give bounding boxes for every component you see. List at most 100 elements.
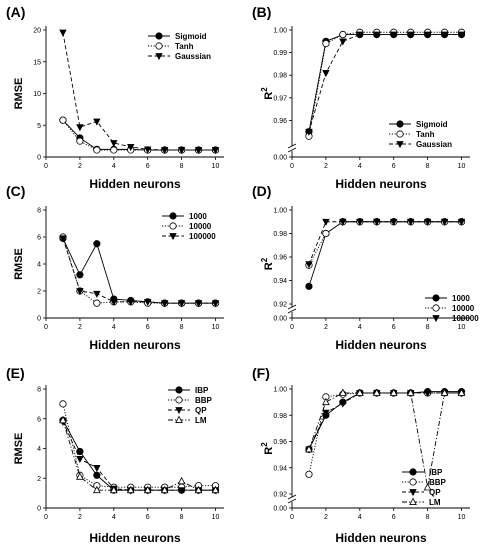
series-line bbox=[62, 119, 216, 151]
y-tick-label: 2 bbox=[37, 476, 41, 483]
data-point bbox=[339, 30, 347, 39]
legend-swatch-marker bbox=[175, 396, 183, 404]
data-point bbox=[76, 456, 84, 464]
legend-swatch-marker bbox=[396, 130, 404, 138]
data-point bbox=[211, 147, 220, 155]
legend-label: Sigmoid bbox=[416, 120, 448, 129]
y-tick-label: 0.96 bbox=[273, 439, 287, 446]
x-tick-label: 10 bbox=[458, 514, 466, 521]
panel-e: (E) 0 2 4 6 8 10 0 2 4 6 8 Hidden neurons RMSE IBPBBPQ… bbox=[6, 365, 224, 545]
data-point bbox=[406, 218, 415, 226]
data-point bbox=[423, 390, 432, 398]
legend-label: 10000 bbox=[452, 304, 475, 313]
x-tick-label: 0 bbox=[44, 514, 48, 521]
y-axis-label-text: RMSE bbox=[13, 78, 25, 110]
y-tick-label: 0.00 bbox=[273, 155, 287, 162]
data-point bbox=[423, 31, 432, 39]
x-tick-label: 6 bbox=[392, 514, 396, 521]
data-point bbox=[160, 300, 169, 308]
data-point bbox=[305, 261, 313, 269]
y-tick-label: 0 bbox=[37, 316, 41, 323]
series-10000 bbox=[305, 218, 466, 269]
legend-swatch-marker bbox=[169, 212, 177, 220]
legend-swatch-marker bbox=[432, 304, 440, 312]
panel-b: (B) 0 2 4 6 8 10 0.00 0.96 0.97 0.98 0.99 1.00 Hidden… bbox=[252, 4, 470, 191]
y-tick-label: 15 bbox=[33, 59, 41, 66]
panel-label: (E) bbox=[6, 365, 25, 381]
data-point bbox=[160, 485, 169, 494]
series-10000 bbox=[59, 233, 220, 307]
series-bbp bbox=[305, 389, 466, 478]
x-axis-label: Hidden neurons bbox=[335, 531, 427, 545]
x-tick-label: 6 bbox=[146, 163, 150, 170]
data-point bbox=[93, 118, 101, 126]
x-axis-label: Hidden neurons bbox=[89, 177, 181, 191]
data-point bbox=[322, 409, 330, 417]
data-point bbox=[305, 128, 313, 136]
series-line bbox=[308, 391, 462, 450]
x-tick-label: 4 bbox=[358, 324, 362, 331]
y-tick-label: 4 bbox=[37, 446, 41, 453]
panel-label: (F) bbox=[252, 365, 270, 381]
data-point bbox=[59, 415, 67, 424]
data-point bbox=[373, 218, 381, 226]
y-tick-label: 5 bbox=[37, 123, 41, 130]
data-point bbox=[76, 288, 84, 296]
y-axis-label-text: R bbox=[263, 262, 275, 270]
x-tick-label: 6 bbox=[146, 324, 150, 331]
x-tick-label: 0 bbox=[290, 514, 294, 521]
series-line bbox=[308, 31, 462, 137]
x-tick-label: 10 bbox=[458, 163, 466, 170]
axis-break-mark bbox=[287, 498, 297, 504]
legend-label: BBP bbox=[195, 396, 213, 405]
data-point bbox=[110, 298, 118, 306]
series-ibp bbox=[59, 416, 220, 494]
x-tick-label: 8 bbox=[426, 514, 430, 521]
y-tick-label: 1.00 bbox=[273, 28, 287, 35]
data-point bbox=[457, 388, 466, 396]
legend-label: 10000 bbox=[189, 222, 212, 231]
data-point bbox=[390, 218, 398, 226]
data-point bbox=[144, 298, 152, 306]
legend-label: IBP bbox=[195, 386, 209, 395]
data-point bbox=[93, 240, 101, 248]
data-point bbox=[93, 471, 101, 479]
data-point bbox=[339, 400, 347, 408]
data-point bbox=[59, 116, 67, 124]
y-axis-label-text: R bbox=[263, 92, 275, 100]
data-point bbox=[355, 388, 364, 396]
legend-swatch-marker bbox=[409, 497, 417, 505]
y-tick-label: 1.00 bbox=[273, 208, 287, 215]
y-axis-label-superscript: 2 bbox=[260, 257, 269, 262]
x-tick-label: 10 bbox=[212, 514, 220, 521]
series-line bbox=[62, 238, 216, 304]
series-line bbox=[308, 221, 462, 287]
y-tick-label: 0.96 bbox=[273, 255, 287, 262]
data-point bbox=[356, 218, 364, 226]
data-point bbox=[305, 444, 313, 453]
y-tick-label: 1.00 bbox=[273, 387, 287, 394]
data-point bbox=[177, 487, 186, 495]
data-point bbox=[110, 146, 118, 154]
panel-label: (B) bbox=[252, 4, 271, 20]
x-tick-label: 2 bbox=[78, 324, 82, 331]
y-axis-label-text: RMSE bbox=[13, 248, 25, 280]
legend-label: Tanh bbox=[416, 130, 435, 139]
legend-label: QP bbox=[195, 406, 207, 415]
y-tick-label: 6 bbox=[37, 416, 41, 423]
series-gaussian bbox=[305, 31, 466, 136]
x-tick-label: 10 bbox=[212, 324, 220, 331]
series-100000 bbox=[59, 235, 220, 308]
data-point bbox=[126, 485, 135, 494]
x-tick-label: 4 bbox=[358, 163, 362, 170]
legend-label: Gaussian bbox=[416, 140, 452, 149]
series-line bbox=[62, 421, 216, 491]
legend-swatch-marker bbox=[175, 415, 183, 423]
x-tick-label: 4 bbox=[112, 324, 116, 331]
panel-d: (D) 0 2 4 6 8 10 0.00 0.92 0.94 0.96 0.98 1.00 Hidden… bbox=[252, 183, 479, 352]
legend-swatch-marker bbox=[169, 233, 177, 241]
axis-break-mark bbox=[287, 147, 297, 153]
